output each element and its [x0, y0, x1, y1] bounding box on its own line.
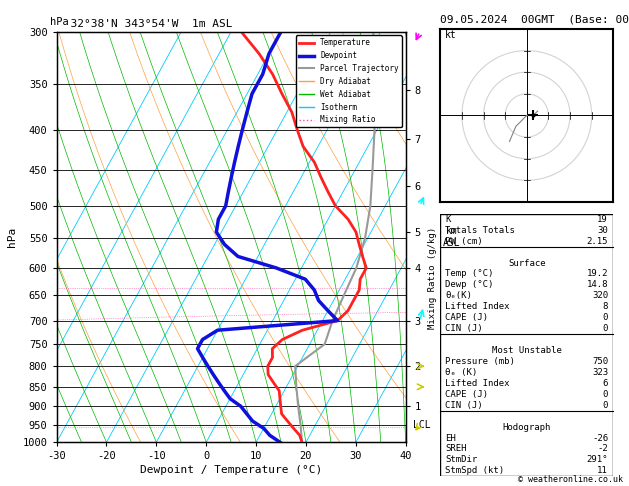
Text: CAPE (J): CAPE (J)	[445, 313, 489, 322]
Y-axis label: km
ASL: km ASL	[443, 226, 460, 248]
Text: Totals Totals: Totals Totals	[445, 226, 515, 235]
X-axis label: Dewpoint / Temperature (°C): Dewpoint / Temperature (°C)	[140, 466, 322, 475]
Text: 09.05.2024  00GMT  (Base: 00): 09.05.2024 00GMT (Base: 00)	[440, 15, 629, 25]
Text: hPa: hPa	[50, 17, 69, 27]
Text: EH: EH	[445, 434, 456, 443]
Text: kt: kt	[445, 30, 457, 39]
Y-axis label: hPa: hPa	[7, 227, 17, 247]
Text: 291°: 291°	[587, 455, 608, 465]
Text: θₑ (K): θₑ (K)	[445, 368, 478, 377]
Text: 19: 19	[598, 215, 608, 224]
Text: 0: 0	[603, 313, 608, 322]
Text: SREH: SREH	[445, 444, 467, 453]
Text: 8: 8	[603, 302, 608, 312]
Text: Lifted Index: Lifted Index	[445, 379, 510, 388]
Text: Lifted Index: Lifted Index	[445, 302, 510, 312]
Text: 14.8: 14.8	[587, 280, 608, 290]
Text: 32°38'N 343°54'W  1m ASL: 32°38'N 343°54'W 1m ASL	[57, 19, 232, 30]
Text: 6: 6	[603, 379, 608, 388]
Text: Dewp (°C): Dewp (°C)	[445, 280, 494, 290]
Text: 0: 0	[603, 324, 608, 333]
Text: CIN (J): CIN (J)	[445, 324, 483, 333]
Legend: Temperature, Dewpoint, Parcel Trajectory, Dry Adiabat, Wet Adiabat, Isotherm, Mi: Temperature, Dewpoint, Parcel Trajectory…	[296, 35, 402, 127]
Text: LCL: LCL	[413, 420, 430, 430]
Text: 323: 323	[592, 368, 608, 377]
Text: Hodograph: Hodograph	[503, 422, 551, 432]
Text: Mixing Ratio (g/kg): Mixing Ratio (g/kg)	[428, 227, 437, 329]
Text: K: K	[445, 215, 451, 224]
Text: © weatheronline.co.uk: © weatheronline.co.uk	[518, 474, 623, 484]
Text: θₑ(K): θₑ(K)	[445, 291, 472, 300]
Text: 750: 750	[592, 357, 608, 366]
Text: Most Unstable: Most Unstable	[492, 346, 562, 355]
Text: 11: 11	[598, 466, 608, 475]
Text: 0: 0	[603, 400, 608, 410]
Text: -26: -26	[592, 434, 608, 443]
Text: CAPE (J): CAPE (J)	[445, 390, 489, 399]
Text: 0: 0	[603, 390, 608, 399]
Text: StmDir: StmDir	[445, 455, 478, 465]
Text: 2.15: 2.15	[587, 237, 608, 246]
Text: Temp (°C): Temp (°C)	[445, 269, 494, 278]
Text: -2: -2	[598, 444, 608, 453]
Text: 30: 30	[598, 226, 608, 235]
Text: 19.2: 19.2	[587, 269, 608, 278]
Text: Pressure (mb): Pressure (mb)	[445, 357, 515, 366]
Text: CIN (J): CIN (J)	[445, 400, 483, 410]
Text: Surface: Surface	[508, 259, 545, 268]
Text: PW (cm): PW (cm)	[445, 237, 483, 246]
Text: 320: 320	[592, 291, 608, 300]
Text: StmSpd (kt): StmSpd (kt)	[445, 466, 504, 475]
